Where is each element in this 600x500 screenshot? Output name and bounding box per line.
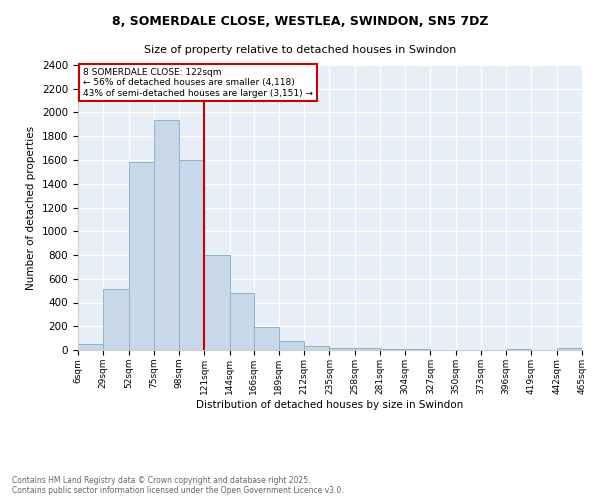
Bar	[128, 162, 154, 350]
Bar	[78, 344, 103, 350]
Bar	[557, 348, 582, 350]
Text: Contains HM Land Registry data © Crown copyright and database right 2025.
Contai: Contains HM Land Registry data © Crown c…	[12, 476, 344, 495]
Bar	[380, 349, 405, 350]
Bar	[355, 348, 380, 350]
Bar	[154, 120, 179, 350]
Bar	[179, 160, 204, 350]
X-axis label: Distribution of detached houses by size in Swindon: Distribution of detached houses by size …	[196, 400, 464, 409]
Text: 8, SOMERDALE CLOSE, WESTLEA, SWINDON, SN5 7DZ: 8, SOMERDALE CLOSE, WESTLEA, SWINDON, SN…	[112, 15, 488, 28]
Text: 8 SOMERDALE CLOSE: 122sqm
← 56% of detached houses are smaller (4,118)
43% of se: 8 SOMERDALE CLOSE: 122sqm ← 56% of detac…	[83, 68, 313, 98]
Bar	[230, 293, 254, 350]
Bar	[103, 290, 128, 350]
Bar	[304, 346, 329, 350]
Bar	[279, 340, 304, 350]
Bar	[329, 348, 355, 350]
Bar	[204, 255, 230, 350]
Y-axis label: Number of detached properties: Number of detached properties	[26, 126, 37, 290]
Text: Size of property relative to detached houses in Swindon: Size of property relative to detached ho…	[144, 45, 456, 55]
Bar	[254, 327, 279, 350]
